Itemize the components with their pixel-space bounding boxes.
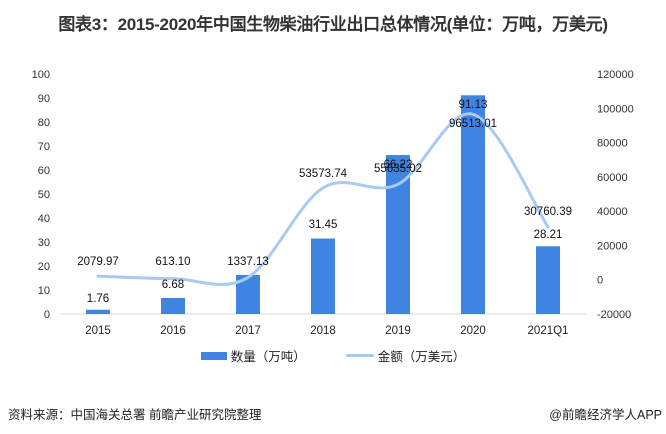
- left-axis-tick: 10: [38, 285, 50, 297]
- left-axis-tick: 20: [38, 261, 50, 273]
- left-axis-tick: 40: [38, 213, 50, 225]
- legend-item-amount: 金额（万美元）: [345, 346, 466, 365]
- left-axis-tick: 100: [32, 69, 50, 81]
- right-axis-tick: 0: [597, 275, 603, 287]
- bar-value-label: 31.45: [309, 219, 338, 231]
- line-swatch-icon: [345, 354, 374, 357]
- right-axis-tick: 20000: [597, 240, 628, 252]
- x-axis-label: 2018: [310, 325, 336, 337]
- source-note: 资料来源：中国海关总署 前瞻产业研究院整理: [8, 408, 262, 422]
- right-axis-tick: -20000: [597, 309, 631, 321]
- bar-value-label: 66.22: [384, 159, 413, 171]
- amount-line: [96, 112, 550, 286]
- left-axis-tick: 70: [38, 141, 50, 153]
- x-axis-label: 2021Q1: [528, 325, 569, 337]
- left-axis-tick: 90: [38, 93, 50, 105]
- bar-2020: [461, 95, 485, 315]
- bar-value-label: 6.68: [162, 279, 184, 291]
- left-axis-tick: 30: [38, 237, 50, 249]
- line-value-label: 1337.13: [227, 256, 269, 268]
- right-axis-tick: 120000: [597, 69, 634, 81]
- line-value-label: 55635.02: [374, 163, 422, 175]
- bar-2021Q1: [536, 246, 560, 314]
- chart-legend: 数量（万吨） 金额（万美元）: [0, 346, 666, 365]
- bar-value-label: 28.21: [534, 229, 563, 241]
- line-value-label: 30760.39: [524, 206, 572, 218]
- x-axis-label: 2020: [460, 325, 486, 337]
- line-value-label: 53573.74: [299, 168, 348, 180]
- right-axis-tick: 100000: [597, 103, 634, 115]
- right-axis-tick: 40000: [597, 206, 628, 218]
- line-value-label: 2079.97: [77, 256, 119, 268]
- right-axis-tick: 80000: [597, 138, 628, 150]
- x-axis-label: 2016: [160, 325, 186, 337]
- legend-label-amount: 金额（万美元）: [377, 350, 466, 364]
- left-axis-tick: 80: [38, 117, 50, 129]
- bar-2018: [311, 238, 335, 314]
- legend-label-quantity: 数量（万吨）: [230, 350, 306, 364]
- left-axis-tick: 60: [38, 165, 50, 177]
- line-value-label: 96513.01: [449, 118, 497, 130]
- credit-note: @前瞻经济学人APP: [549, 408, 662, 422]
- right-axis-tick: 60000: [597, 172, 628, 184]
- left-axis-tick: 50: [38, 189, 50, 201]
- bar-2019: [386, 155, 410, 314]
- left-axis-tick: 0: [44, 309, 50, 321]
- line-value-label: 613.10: [155, 256, 190, 268]
- x-axis-label: 2019: [385, 325, 411, 337]
- bar-2015: [86, 309, 110, 314]
- bar-value-label: 1.76: [87, 293, 109, 305]
- x-axis-label: 2017: [235, 325, 261, 337]
- bar-swatch-icon: [200, 351, 227, 360]
- chart-title: 图表3：2015-2020年中国生物柴油行业出口总体情况(单位：万吨，万美元): [58, 15, 608, 34]
- bar-value-label: 91.13: [459, 99, 488, 111]
- legend-item-quantity: 数量（万吨）: [200, 346, 306, 365]
- x-axis-label: 2015: [85, 325, 111, 337]
- bar-2016: [161, 297, 185, 314]
